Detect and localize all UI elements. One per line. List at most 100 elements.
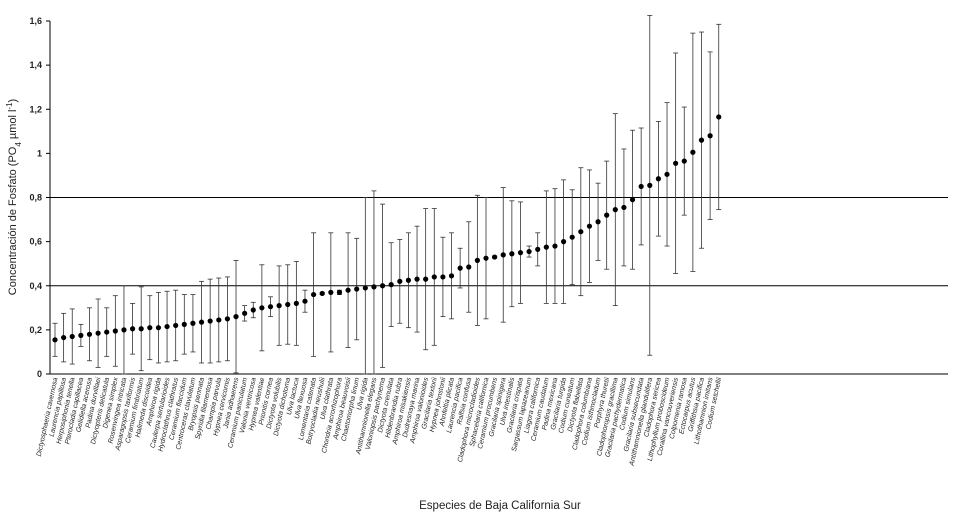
y-tick-label: 1,6 [29,16,42,26]
data-point [371,284,377,290]
data-point [242,310,248,316]
data-point [336,289,343,295]
y-tick-label: 1,4 [29,60,42,70]
data-point [311,291,317,298]
data-point [526,248,532,255]
data-points [52,114,722,343]
y-title-sup: -1 [5,102,14,110]
y-tick-label: 0,8 [29,193,42,203]
data-point [138,326,144,332]
data-point [379,283,386,289]
data-point [414,276,420,282]
data-point [466,264,472,270]
data-point [655,176,662,182]
data-point [86,331,93,337]
y-axis-title: Concentración de Fosfato (PO4 µmol l-1) [5,99,23,295]
data-point [690,149,696,155]
data-point [267,304,274,310]
data-point [61,334,67,341]
data-point [440,274,446,280]
data-point [69,333,75,340]
data-point [233,314,239,320]
data-point [483,255,489,261]
error-bars [52,15,722,375]
y-axis-ticks: 0 0,2 0,4 0,6 0,8 1 1,2 1,4 1,6 [29,16,50,379]
data-point [604,212,610,218]
data-point [517,250,524,256]
data-point [164,323,170,330]
data-point [578,229,584,235]
data-point [457,265,463,271]
data-point [388,282,394,288]
data-point [345,287,351,293]
data-point [560,239,567,245]
data-point [423,276,429,282]
data-point [397,278,403,284]
data-point [509,251,515,257]
data-point [104,329,110,335]
data-point [224,316,230,322]
y-title-sub: 4 [14,142,23,147]
data-point [354,286,360,292]
data-point [716,114,722,120]
data-point [181,321,187,327]
data-point [535,246,541,252]
data-point [78,332,84,338]
data-point [95,330,101,336]
data-point [129,326,136,332]
data-point [543,244,549,250]
y-title-pre: Concentración de Fosfato (PO [7,146,19,295]
data-point [500,252,506,258]
data-point [293,300,299,306]
data-point [328,289,334,295]
y-tick-label: 0 [37,369,42,379]
data-point [552,243,558,249]
data-point [595,219,601,225]
y-title-post: ) [7,99,19,103]
data-point [621,204,627,211]
data-point [285,301,291,308]
data-point [698,137,705,143]
data-point [431,274,437,280]
y-tick-label: 1 [37,148,42,158]
data-point [492,254,498,260]
data-point [276,303,282,309]
data-point [173,322,179,329]
data-point [147,325,153,331]
data-point [302,298,308,304]
data-point [155,325,162,331]
data-point [474,257,480,263]
data-point [190,320,196,326]
y-tick-label: 1,2 [29,104,42,114]
data-point [362,285,368,291]
data-point [52,337,58,343]
data-point [638,183,644,190]
x-axis-title: Especies de Baja California Sur [419,500,581,512]
data-point [319,290,325,297]
data-point [586,223,593,229]
reference-lines [50,197,948,287]
data-point [250,307,256,313]
data-point [405,277,412,283]
data-point [707,133,713,139]
data-point [629,197,636,203]
data-point [207,318,213,324]
data-point [259,305,265,311]
data-point [448,273,455,279]
data-point [216,317,222,323]
data-point [664,171,670,177]
y-tick-label: 0,2 [29,325,42,335]
data-point [681,158,687,164]
data-point [647,182,653,188]
y-tick-label: 0,4 [29,281,42,291]
y-tick-label: 0,6 [29,237,42,247]
data-point [673,160,679,166]
data-point [569,234,575,240]
y-title-mid: µmol l [7,110,19,143]
data-point [198,319,205,325]
data-point [112,328,118,334]
data-point [121,327,127,333]
data-point [612,207,618,213]
